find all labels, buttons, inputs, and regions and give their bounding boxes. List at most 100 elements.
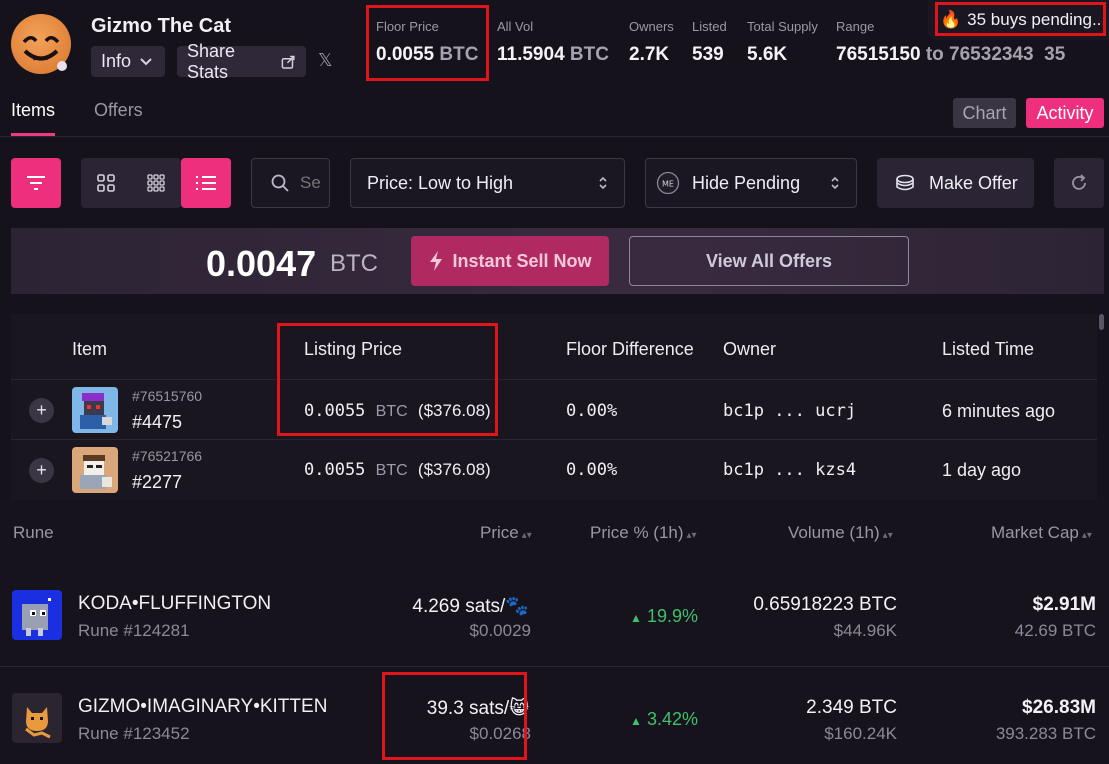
marketplace-logo-icon: ME: [656, 171, 680, 195]
grid-large-view-button[interactable]: [81, 158, 131, 208]
list-icon: [196, 176, 216, 190]
inscription-id[interactable]: #76521766: [132, 448, 203, 464]
hide-pending-select[interactable]: ME Hide Pending: [645, 158, 857, 208]
hide-pending-label: Hide Pending: [692, 172, 801, 193]
item-thumbnail[interactable]: [72, 447, 118, 493]
tab-offers[interactable]: Offers: [94, 100, 143, 120]
koala-pixel-icon: [12, 590, 62, 640]
info-label: Info: [101, 51, 132, 71]
rune-name[interactable]: GIZMO•IMAGINARY•KITTEN: [78, 696, 328, 717]
total-supply-label: Total Supply: [747, 19, 818, 34]
rune-col-header-rune[interactable]: Rune: [13, 523, 54, 542]
best-offer-price: 0.0047: [206, 243, 317, 284]
instant-sell-label: Instant Sell Now: [452, 250, 592, 271]
rune-col-header-price-change[interactable]: Price % (1h) ▴▾: [590, 523, 697, 542]
floor-difference: 0.00%: [566, 401, 618, 421]
floor-price-value: 0.0055 BTC: [376, 44, 479, 65]
filter-button[interactable]: [11, 158, 61, 208]
rune-market-cap: $2.91M: [1032, 594, 1096, 615]
floor-difference: 0.00%: [566, 460, 618, 480]
view-all-offers-button[interactable]: View All Offers: [629, 236, 909, 286]
lightning-icon: [430, 251, 443, 271]
rune-logo[interactable]: [12, 590, 62, 640]
add-to-cart-button[interactable]: +: [29, 398, 54, 423]
pumpkin-cat-avatar-icon: [22, 36, 67, 71]
kitten-pixel-icon: [12, 693, 62, 743]
col-header-listing-price[interactable]: Listing Price: [304, 339, 403, 359]
chart-toggle[interactable]: Chart: [953, 98, 1016, 128]
filter-icon: [27, 176, 45, 190]
rune-id: Rune #123452: [78, 724, 190, 743]
item-number[interactable]: #2277: [132, 472, 183, 492]
chevron-down-icon: [140, 57, 152, 65]
chevron-updown-icon: [831, 176, 839, 190]
info-dropdown-button[interactable]: Info: [91, 46, 165, 77]
rune-price: 4.269 sats/🐾: [412, 596, 529, 617]
sort-icon: ▴▾: [882, 530, 893, 541]
fire-icon: 🔥: [940, 10, 962, 29]
owner-address[interactable]: bc1p ... kzs4: [723, 460, 857, 480]
item-thumbnail[interactable]: [72, 387, 118, 433]
search-icon: [271, 174, 289, 192]
chevron-updown-icon: [599, 176, 607, 190]
rune-price-change: ▲ 3.42%: [630, 709, 698, 729]
col-header-listed-time[interactable]: Listed Time: [942, 339, 1035, 359]
rune-col-header-market-cap[interactable]: Market Cap ▴▾: [991, 523, 1092, 542]
cat-pixel-art-icon: [72, 447, 118, 493]
rune-col-header-volume[interactable]: Volume (1h) ▴▾: [788, 523, 893, 542]
buys-pending-indicator[interactable]: 🔥 35 buys pending...: [928, 0, 1109, 40]
listed-time: 1 day ago: [942, 460, 1022, 480]
rune-name[interactable]: KODA•FLUFFINGTON: [78, 593, 272, 614]
activity-toggle[interactable]: Activity: [1026, 98, 1104, 128]
listing-table-scrollbar[interactable]: [1099, 314, 1104, 330]
rune-volume: 0.65918223 BTC: [753, 594, 897, 615]
rune-price: 39.3 sats/😸: [426, 698, 529, 719]
col-header-floor-difference[interactable]: Floor Difference: [566, 339, 694, 359]
collection-name: Gizmo The Cat: [91, 15, 232, 37]
coins-icon: [896, 174, 914, 191]
grid-small-icon: [147, 174, 165, 192]
x-twitter-icon[interactable]: 𝕏: [318, 50, 333, 70]
owners-value: 2.7K: [629, 44, 670, 65]
instant-sell-button[interactable]: Instant Sell Now: [411, 236, 609, 286]
make-offer-label: Make Offer: [929, 172, 1018, 193]
add-to-cart-button[interactable]: +: [29, 458, 54, 483]
share-stats-button[interactable]: Share Stats: [177, 41, 306, 82]
search-input[interactable]: [300, 173, 320, 193]
owner-address[interactable]: bc1p ... ucrj: [723, 401, 857, 421]
col-header-item[interactable]: Item: [72, 339, 108, 359]
table-divider: [11, 379, 1097, 380]
tabs-divider: [0, 136, 1109, 137]
svg-text:ME: ME: [662, 180, 674, 189]
grid-small-view-button[interactable]: [131, 158, 181, 208]
cat-emoji-icon: 😸: [509, 698, 529, 719]
sort-icon: ▴▾: [686, 530, 697, 541]
tab-items[interactable]: Items: [11, 100, 56, 120]
make-offer-button[interactable]: Make Offer: [877, 158, 1034, 208]
tab-items-underline: [11, 133, 55, 136]
floor-price-label: Floor Price: [376, 19, 439, 34]
sort-select[interactable]: Price: Low to High: [350, 158, 625, 208]
collection-avatar: [11, 14, 71, 74]
cat-pixel-art-icon: [72, 387, 118, 433]
listed-value: 539: [692, 44, 724, 65]
inscription-id[interactable]: #76515760: [132, 388, 203, 404]
listed-time: 6 minutes ago: [942, 401, 1056, 421]
up-arrow-icon: ▲: [630, 714, 642, 728]
listed-label: Listed: [692, 19, 727, 34]
rune-col-header-price[interactable]: Price ▴▾: [480, 523, 532, 542]
item-number[interactable]: #4475: [132, 412, 183, 432]
rune-price-usd: $0.0268: [469, 724, 531, 743]
refresh-button[interactable]: [1054, 158, 1104, 208]
list-view-button[interactable]: [181, 158, 231, 208]
sort-icon: ▴▾: [1081, 530, 1092, 541]
col-header-owner[interactable]: Owner: [723, 339, 777, 359]
owners-label: Owners: [629, 19, 674, 34]
best-offer-unit: BTC: [330, 250, 378, 277]
range-value: 76515150 to 76532343 35: [836, 44, 1066, 65]
search-box[interactable]: [251, 158, 330, 208]
listing-table: [11, 314, 1097, 500]
grid-large-icon: [97, 174, 115, 192]
rune-logo[interactable]: [12, 693, 62, 743]
